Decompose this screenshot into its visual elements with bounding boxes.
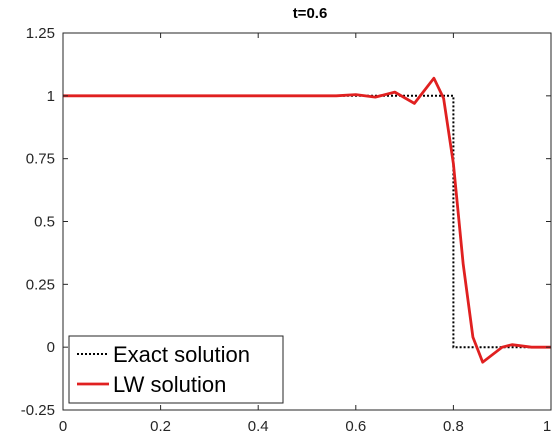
- y-tick-label: 0.25: [26, 276, 55, 293]
- legend: Exact solution LW solution: [68, 335, 284, 404]
- x-tick-label: 1: [543, 418, 551, 435]
- y-tick-label: -0.25: [21, 402, 55, 419]
- y-tick-label: 1.25: [26, 25, 55, 42]
- x-tick-label: 0.4: [248, 418, 269, 435]
- y-tick-label: 1: [47, 88, 55, 105]
- y-tick-label: 0.5: [34, 214, 55, 231]
- legend-label: Exact solution: [113, 342, 250, 367]
- series-layer: [63, 76, 551, 364]
- y-tick-label: 0.75: [26, 151, 55, 168]
- legend-box: [68, 335, 284, 404]
- y-tick-label: 0: [47, 339, 55, 356]
- series-line-lw-solution: [63, 76, 551, 364]
- legend-label: LW solution: [113, 372, 226, 397]
- series-line-exact-solution: [63, 94, 551, 349]
- x-tick-label: 0.6: [345, 418, 366, 435]
- x-tick-label: 0.8: [443, 418, 464, 435]
- x-tick-label: 0: [59, 418, 67, 435]
- x-tick-label: 0.2: [150, 418, 171, 435]
- chart-title: t=0.6: [293, 5, 328, 22]
